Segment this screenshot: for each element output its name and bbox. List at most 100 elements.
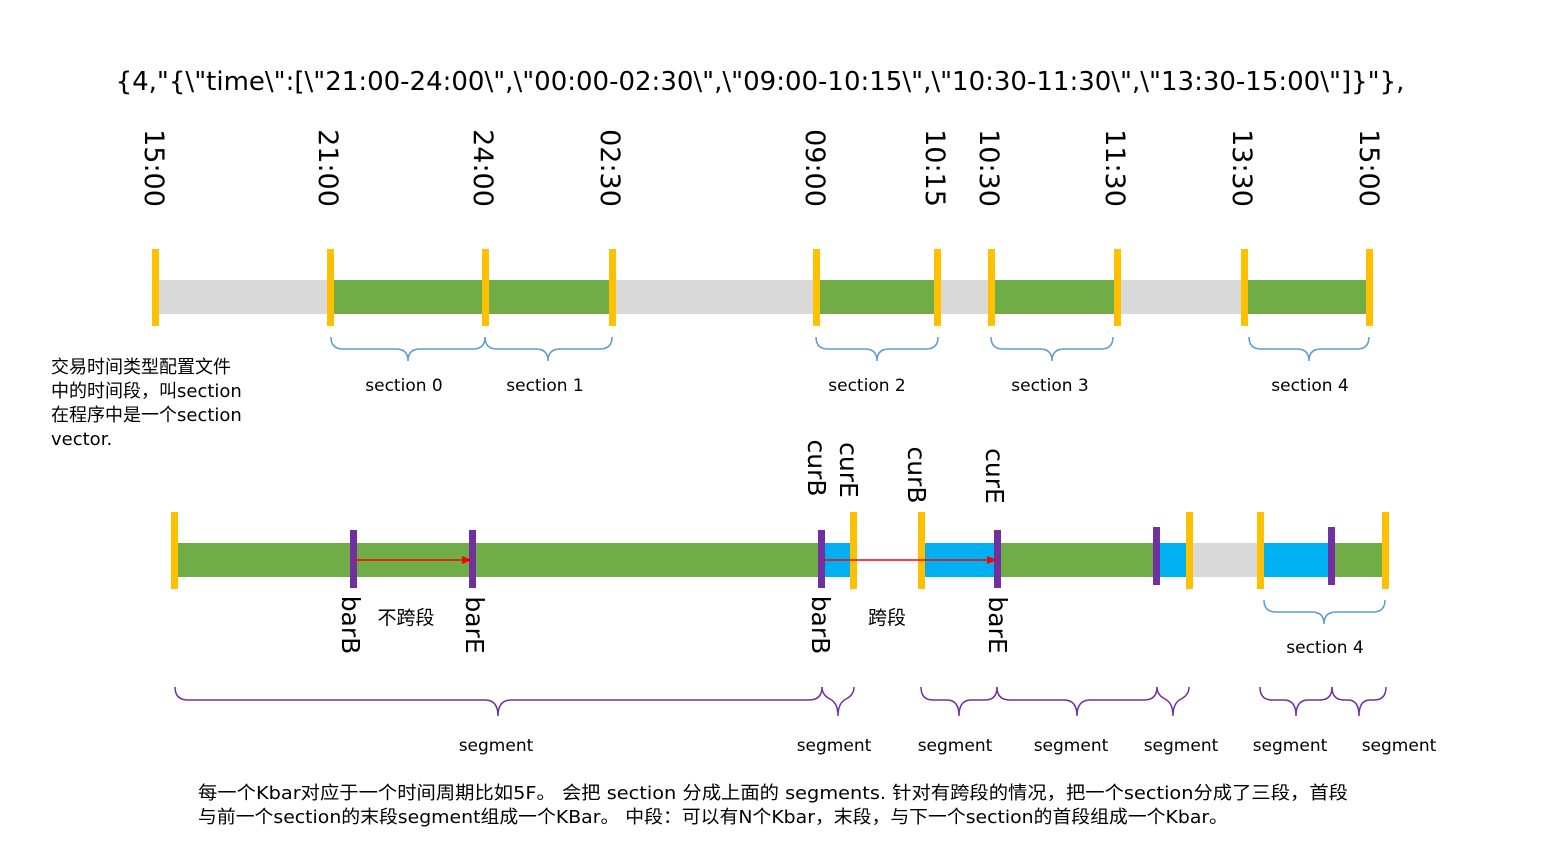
lower-timeline [171, 512, 1389, 589]
boundary-marker [609, 249, 616, 326]
time-labels: 15:00 21:00 24:00 02:30 09:00 10:15 10:3… [138, 129, 1384, 207]
footer-line: 与前一个section的末段segment组成一个KBar。 中段：可以有N个K… [198, 807, 1228, 828]
gap-segment [612, 280, 816, 314]
time-label: 13:30 [1226, 129, 1257, 207]
cur-label: curB [802, 439, 831, 496]
segment-label: segment [918, 736, 993, 756]
boundary-marker [152, 249, 159, 326]
cur-label: curB [902, 446, 931, 503]
segment-brace [174, 686, 823, 717]
time-label: 11:30 [1099, 129, 1130, 207]
segment-brace [1331, 686, 1387, 717]
bar-marker [994, 530, 1001, 588]
boundary-marker [988, 249, 995, 326]
time-label: 09:00 [799, 129, 830, 207]
section-brace [1248, 336, 1370, 362]
section-label: section 4 [1286, 638, 1363, 658]
note-line: vector. [51, 429, 112, 450]
section-label: section 3 [1011, 376, 1088, 396]
segment-brace [821, 686, 855, 717]
time-label: 24:00 [467, 129, 498, 207]
segment-brace [1156, 686, 1190, 717]
boundary-marker [482, 249, 489, 326]
time-label: 15:00 [1353, 129, 1384, 207]
boundary-marker [934, 249, 941, 326]
segment-brace [920, 686, 998, 717]
segment-label: segment [1253, 736, 1328, 756]
bar-marker [1153, 527, 1160, 585]
time-label: 15:00 [138, 129, 169, 207]
session-segment [331, 280, 612, 314]
kbar-segment [1156, 543, 1189, 577]
cross-label: 跨段 [868, 607, 906, 629]
segment-label: segment [1144, 736, 1219, 756]
boundary-marker [1241, 249, 1248, 326]
note-line: 在程序中是一个section [51, 405, 242, 426]
boundary-marker [1366, 249, 1373, 326]
boundary-marker [918, 512, 925, 589]
boundary-marker [813, 249, 820, 326]
bar-label: barE [983, 596, 1012, 653]
segment-label: segment [1362, 736, 1437, 756]
bar-marker [350, 530, 357, 588]
footer-line: 每一个Kbar对应于一个时间周期比如5F。 会把 section 分成上面的 s… [198, 783, 1348, 804]
section-brace [990, 336, 1114, 362]
time-label: 02:30 [594, 129, 625, 207]
boundary-marker [1186, 512, 1193, 589]
bar-marker [1328, 527, 1335, 585]
note-line: 交易时间类型配置文件 [51, 357, 231, 378]
section-label: section 4 [1271, 376, 1348, 396]
boundary-marker [171, 512, 178, 589]
segment-labels: segment segment segment segment segment … [459, 736, 1437, 756]
bar-labels: barB barE barB barE [336, 596, 1012, 655]
segment-brace [996, 686, 1158, 717]
section-note: 交易时间类型配置文件 中的时间段，叫section 在程序中是一个section… [51, 357, 242, 450]
note-line: 中的时间段，叫section [51, 381, 242, 402]
bar-marker [818, 530, 825, 588]
section-label: section 0 [365, 376, 442, 396]
session-segment [174, 543, 822, 577]
section-brace [815, 336, 939, 362]
boundary-marker [1114, 249, 1121, 326]
section-brace [484, 336, 613, 362]
footer-note: 每一个Kbar对应于一个时间周期比如5F。 会把 section 分成上面的 s… [198, 783, 1348, 828]
boundary-marker [1257, 512, 1264, 589]
time-label: 10:15 [919, 129, 950, 207]
config-string: {4,"{\"time\":[\"21:00-24:00\",\"00:00-0… [116, 67, 1405, 97]
segment-label: segment [1034, 736, 1109, 756]
cur-label: curE [834, 442, 863, 498]
segment-label: segment [797, 736, 872, 756]
cur-label: curE [980, 448, 1009, 504]
gap-segment [1117, 280, 1244, 314]
gap-segment [937, 280, 991, 314]
bar-label: barB [336, 596, 365, 655]
section-brace [1263, 599, 1386, 625]
boundary-marker [850, 512, 857, 589]
cur-labels: curB curE curB curE [802, 439, 1009, 503]
section-braces [330, 336, 1370, 362]
session-segment [1331, 543, 1385, 577]
section-label: section 1 [506, 376, 583, 396]
bar-label: barB [806, 596, 835, 655]
section-label: section 2 [828, 376, 905, 396]
bar-label: barE [460, 596, 489, 653]
time-label: 10:30 [973, 129, 1004, 207]
gap-segment [155, 280, 331, 314]
boundary-marker [1382, 512, 1389, 589]
segment-brace [1259, 686, 1333, 717]
kbar-segment [1260, 543, 1331, 577]
upper-timeline [152, 249, 1373, 326]
segment-braces [174, 686, 1387, 717]
bar-marker [469, 530, 476, 588]
session-segment [1244, 280, 1369, 314]
session-segment [816, 280, 937, 314]
session-segment [991, 280, 1117, 314]
section-labels: section 0 section 1 section 2 section 3 … [365, 376, 1348, 396]
no-cross-label: 不跨段 [377, 607, 434, 629]
session-segment [997, 543, 1156, 577]
gap-segment [1189, 543, 1260, 577]
section-brace [330, 336, 486, 362]
time-label: 21:00 [312, 129, 343, 207]
boundary-marker [327, 249, 334, 326]
